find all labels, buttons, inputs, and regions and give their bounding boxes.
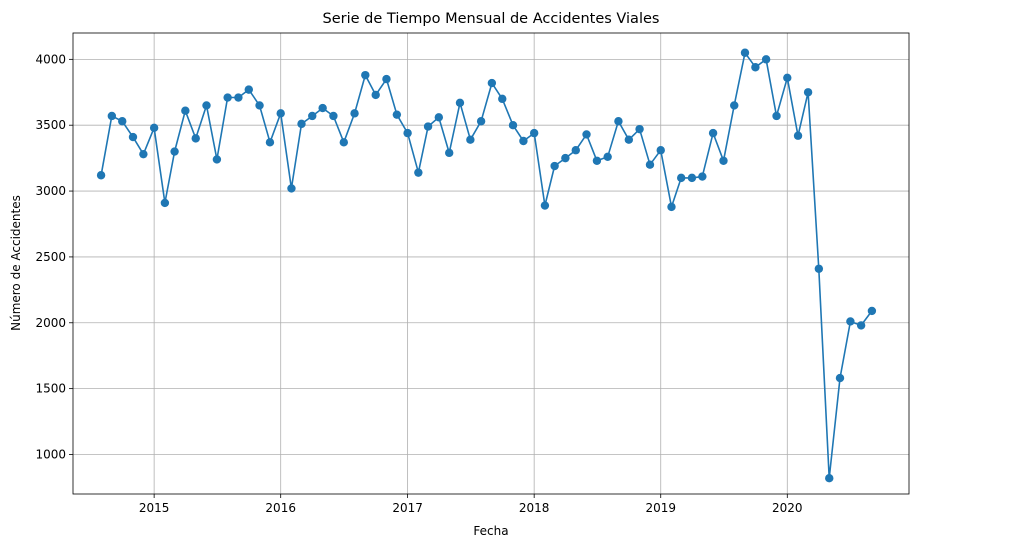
data-point [181, 106, 190, 115]
data-point [287, 184, 296, 193]
data-point [719, 156, 728, 165]
data-point [687, 173, 697, 183]
data-point [667, 202, 676, 212]
series-line [100, 51, 873, 480]
data-point [519, 136, 528, 146]
data-point [708, 128, 718, 138]
data-point [350, 109, 359, 118]
data-point [624, 135, 634, 144]
x-axis-ticks: 2015 2016 2017 2018 2019 2020 [139, 494, 803, 515]
y-axis-ticks: 1000 1500 2000 2500 3000 3500 4000 [35, 52, 73, 461]
x-axis-title: Fecha [473, 524, 508, 538]
y-tick-label: 4000 [35, 52, 66, 66]
x-tick-label: 2020 [772, 501, 803, 515]
data-point [730, 101, 739, 110]
data-point [308, 111, 317, 121]
data-point [276, 109, 285, 118]
data-point [814, 264, 824, 273]
data-point [571, 146, 580, 155]
data-point [234, 93, 243, 102]
data-point [635, 124, 644, 134]
data-point [761, 55, 771, 64]
data-point [487, 78, 497, 88]
series-markers [96, 48, 877, 483]
chart-title: Serie de Tiempo Mensual de Accidentes Vi… [323, 11, 660, 27]
data-point [603, 152, 612, 162]
data-point [371, 90, 380, 100]
data-point [793, 131, 803, 140]
x-tick-label: 2018 [519, 501, 550, 515]
data-point [592, 156, 602, 165]
data-point [835, 373, 845, 383]
data-point [202, 101, 211, 110]
x-tick-label: 2019 [645, 501, 676, 515]
x-tick-label: 2017 [392, 501, 423, 515]
data-point [128, 132, 138, 142]
y-tick-label: 3500 [35, 118, 66, 132]
data-point [445, 148, 454, 158]
data-point [382, 74, 391, 84]
data-point [318, 103, 327, 113]
data-point [867, 306, 877, 316]
data-point [339, 138, 349, 147]
x-tick-label: 2016 [265, 501, 296, 515]
y-tick-label: 2000 [35, 316, 66, 330]
data-point [455, 98, 465, 108]
data-point [191, 134, 200, 143]
data-point [825, 473, 834, 483]
data-point [297, 119, 306, 129]
data-point [772, 111, 781, 121]
data-point [751, 63, 760, 72]
grid [73, 33, 909, 494]
data-point [118, 117, 127, 126]
data-point [96, 171, 106, 180]
data-point [803, 88, 813, 97]
data-point [582, 130, 591, 139]
plot-frame [72, 32, 910, 495]
y-tick-label: 3000 [35, 184, 66, 198]
data-point [160, 198, 170, 208]
data-point [107, 111, 117, 121]
data-point [656, 146, 665, 155]
data-point [740, 48, 750, 57]
data-point [529, 128, 539, 138]
data-point [392, 110, 402, 119]
data-point [423, 122, 433, 131]
data-point [783, 73, 792, 82]
data-point [329, 111, 338, 121]
data-point [676, 173, 686, 183]
data-point [846, 317, 855, 326]
data-point [212, 155, 222, 164]
data-point [540, 201, 550, 210]
data-point [498, 94, 507, 104]
data-point [550, 161, 559, 171]
data-point [361, 70, 370, 80]
data-point [508, 121, 518, 130]
data-point [265, 138, 275, 147]
data-point [149, 123, 159, 133]
data-point [223, 93, 232, 102]
data-point [244, 85, 253, 94]
data-point [414, 168, 423, 177]
data-point [255, 101, 264, 110]
data-point [139, 149, 148, 159]
data-point [614, 117, 623, 126]
series-line-group [100, 51, 873, 480]
data-point [403, 128, 412, 138]
data-point [170, 147, 179, 156]
data-point [698, 172, 707, 181]
data-point [561, 153, 570, 163]
data-point [645, 160, 655, 169]
data-point [466, 135, 475, 144]
y-tick-label: 1500 [35, 382, 66, 396]
y-axis-title: Número de Accidentes [9, 195, 23, 331]
data-point [434, 113, 444, 122]
y-tick-label: 2500 [35, 250, 66, 264]
data-point [476, 117, 486, 126]
data-point [856, 321, 866, 330]
x-tick-label: 2015 [139, 501, 170, 515]
y-tick-label: 1000 [35, 447, 66, 461]
